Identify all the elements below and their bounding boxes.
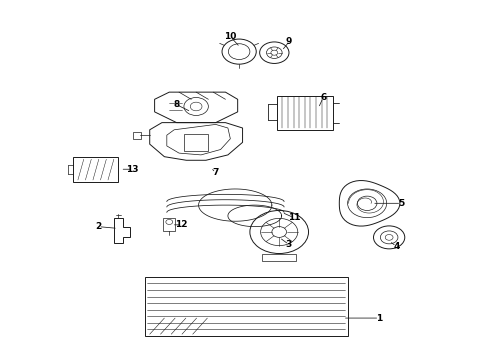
Bar: [163, 219, 175, 231]
Text: 12: 12: [175, 220, 188, 229]
Text: 8: 8: [173, 100, 180, 109]
Text: 11: 11: [288, 213, 300, 222]
Text: 4: 4: [393, 242, 400, 251]
Text: 9: 9: [286, 37, 292, 46]
Text: 5: 5: [398, 199, 404, 208]
Bar: [262, 253, 296, 261]
Text: 13: 13: [126, 165, 139, 174]
Text: 3: 3: [286, 240, 292, 249]
Text: 7: 7: [213, 168, 219, 177]
Text: 6: 6: [320, 93, 326, 102]
Bar: [133, 132, 142, 139]
Text: 10: 10: [224, 32, 237, 41]
Bar: [184, 134, 208, 150]
Text: 1: 1: [376, 314, 383, 323]
Bar: [73, 157, 118, 182]
Bar: [277, 96, 333, 130]
Text: 2: 2: [95, 222, 101, 231]
Bar: [145, 277, 347, 336]
